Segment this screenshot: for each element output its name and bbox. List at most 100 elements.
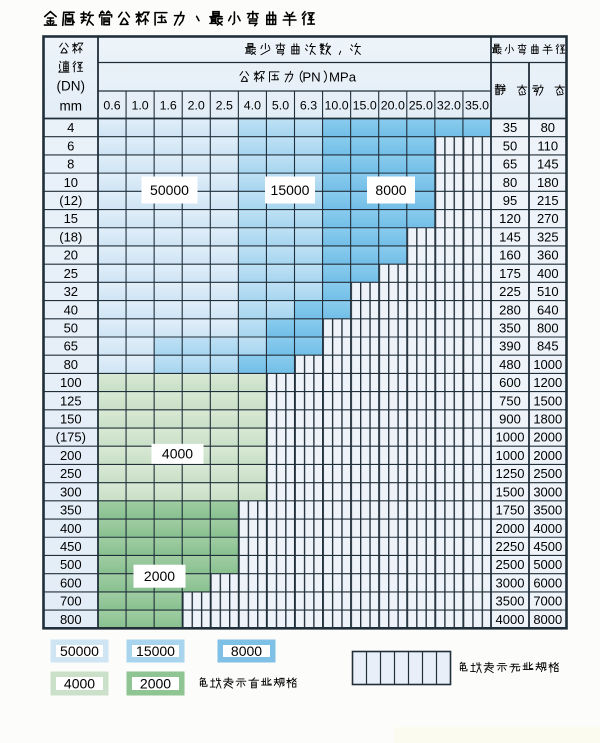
svg-text:2000: 2000 bbox=[496, 521, 525, 536]
svg-text:PN: PN bbox=[302, 70, 320, 85]
svg-text:300: 300 bbox=[60, 484, 82, 499]
svg-text:3000: 3000 bbox=[496, 575, 525, 590]
svg-text:4500: 4500 bbox=[533, 539, 562, 554]
svg-text:6000: 6000 bbox=[533, 575, 562, 590]
svg-text:2500: 2500 bbox=[496, 557, 525, 572]
svg-text:200: 200 bbox=[60, 448, 82, 463]
svg-text:3500: 3500 bbox=[496, 594, 525, 609]
svg-text:510: 510 bbox=[537, 284, 559, 299]
svg-text:215: 215 bbox=[537, 193, 559, 208]
svg-text:8000: 8000 bbox=[375, 182, 406, 198]
svg-text:(12): (12) bbox=[59, 193, 82, 208]
svg-text:25.0: 25.0 bbox=[409, 99, 433, 113]
svg-text:325: 325 bbox=[537, 229, 559, 244]
svg-text:32: 32 bbox=[64, 284, 78, 299]
svg-text:50: 50 bbox=[64, 321, 78, 336]
svg-text:2000: 2000 bbox=[140, 675, 171, 691]
svg-text:15000: 15000 bbox=[136, 643, 175, 659]
svg-text:80: 80 bbox=[541, 120, 555, 135]
svg-text:2000: 2000 bbox=[144, 568, 175, 584]
svg-text:1500: 1500 bbox=[533, 393, 562, 408]
svg-text:160: 160 bbox=[499, 248, 521, 263]
svg-text:2500: 2500 bbox=[533, 466, 562, 481]
svg-text:150: 150 bbox=[60, 412, 82, 427]
svg-text:350: 350 bbox=[499, 321, 521, 336]
svg-text:(175): (175) bbox=[56, 430, 86, 445]
svg-text:1500: 1500 bbox=[496, 484, 525, 499]
svg-text:20: 20 bbox=[64, 248, 78, 263]
svg-text:1000: 1000 bbox=[533, 357, 562, 372]
svg-text:65: 65 bbox=[64, 339, 78, 354]
svg-text:400: 400 bbox=[537, 266, 559, 281]
svg-text:65: 65 bbox=[503, 157, 517, 172]
svg-text:2000: 2000 bbox=[533, 448, 562, 463]
svg-text:1750: 1750 bbox=[496, 503, 525, 518]
svg-text:20.0: 20.0 bbox=[381, 99, 405, 113]
svg-text:95: 95 bbox=[503, 193, 517, 208]
svg-text:15000: 15000 bbox=[271, 182, 310, 198]
svg-text:4000: 4000 bbox=[496, 612, 525, 627]
svg-text:10.0: 10.0 bbox=[325, 99, 349, 113]
svg-text:6.3: 6.3 bbox=[300, 99, 317, 113]
svg-text:35.0: 35.0 bbox=[465, 99, 489, 113]
svg-text:2.0: 2.0 bbox=[188, 99, 205, 113]
svg-text:800: 800 bbox=[60, 612, 82, 627]
svg-text:270: 270 bbox=[537, 211, 559, 226]
svg-text:4.0: 4.0 bbox=[244, 99, 261, 113]
svg-text:MPa: MPa bbox=[329, 70, 357, 85]
svg-text:4: 4 bbox=[67, 120, 74, 135]
svg-text:500: 500 bbox=[60, 557, 82, 572]
svg-text:50000: 50000 bbox=[150, 182, 189, 198]
svg-text:10: 10 bbox=[64, 175, 78, 190]
svg-text:8000: 8000 bbox=[533, 612, 562, 627]
svg-text:600: 600 bbox=[499, 375, 521, 390]
svg-text:50: 50 bbox=[503, 138, 517, 153]
svg-text:225: 225 bbox=[499, 284, 521, 299]
svg-text:3500: 3500 bbox=[533, 503, 562, 518]
svg-text:125: 125 bbox=[60, 393, 82, 408]
svg-text:360: 360 bbox=[537, 248, 559, 263]
svg-text:1.6: 1.6 bbox=[160, 99, 177, 113]
svg-text:100: 100 bbox=[60, 375, 82, 390]
svg-text:390: 390 bbox=[499, 339, 521, 354]
svg-text:800: 800 bbox=[537, 321, 559, 336]
svg-text:50000: 50000 bbox=[60, 643, 99, 659]
svg-text:0.6: 0.6 bbox=[103, 99, 120, 113]
svg-text:1000: 1000 bbox=[496, 448, 525, 463]
svg-text:145: 145 bbox=[537, 157, 559, 172]
svg-text:5000: 5000 bbox=[533, 557, 562, 572]
svg-text:(DN): (DN) bbox=[57, 79, 86, 94]
svg-text:900: 900 bbox=[499, 412, 521, 427]
svg-text:15: 15 bbox=[64, 211, 78, 226]
svg-text:35: 35 bbox=[503, 120, 517, 135]
svg-text:400: 400 bbox=[60, 521, 82, 536]
svg-text:145: 145 bbox=[499, 229, 521, 244]
svg-text:80: 80 bbox=[64, 357, 78, 372]
svg-text:2250: 2250 bbox=[496, 539, 525, 554]
svg-text:2000: 2000 bbox=[533, 430, 562, 445]
svg-text:2.5: 2.5 bbox=[216, 99, 233, 113]
svg-text:180: 180 bbox=[537, 175, 559, 190]
svg-text:mm: mm bbox=[60, 99, 83, 114]
svg-text:4000: 4000 bbox=[64, 675, 95, 691]
svg-text:110: 110 bbox=[537, 138, 558, 153]
svg-text:1800: 1800 bbox=[533, 412, 562, 427]
svg-text:640: 640 bbox=[537, 302, 559, 317]
svg-text:750: 750 bbox=[499, 393, 521, 408]
svg-text:1000: 1000 bbox=[496, 430, 525, 445]
svg-text:350: 350 bbox=[60, 503, 82, 518]
svg-text:480: 480 bbox=[499, 357, 521, 372]
svg-text:4000: 4000 bbox=[162, 446, 193, 462]
svg-text:8: 8 bbox=[67, 157, 74, 172]
svg-text:4000: 4000 bbox=[533, 521, 562, 536]
svg-text:25: 25 bbox=[64, 266, 78, 281]
svg-text:280: 280 bbox=[499, 302, 521, 317]
svg-text:700: 700 bbox=[60, 594, 82, 609]
svg-text:15.0: 15.0 bbox=[353, 99, 377, 113]
svg-text:32.0: 32.0 bbox=[437, 99, 461, 113]
svg-text:80: 80 bbox=[503, 175, 517, 190]
svg-text:1200: 1200 bbox=[533, 375, 562, 390]
svg-text:6: 6 bbox=[67, 138, 74, 153]
svg-text:175: 175 bbox=[499, 266, 521, 281]
svg-text:1250: 1250 bbox=[496, 466, 525, 481]
